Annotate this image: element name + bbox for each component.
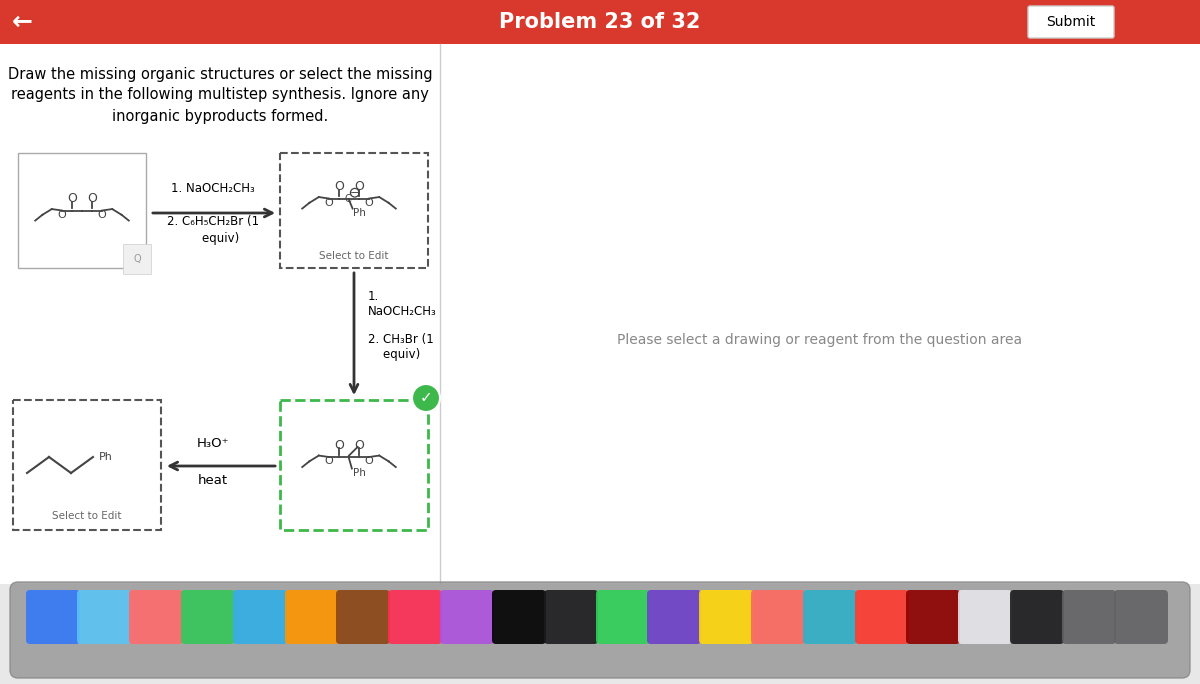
FancyBboxPatch shape — [958, 590, 1012, 644]
FancyBboxPatch shape — [1114, 590, 1168, 644]
FancyBboxPatch shape — [854, 590, 910, 644]
Text: 1.: 1. — [368, 290, 379, 303]
Text: Submit: Submit — [1046, 15, 1096, 29]
Text: heat: heat — [198, 474, 228, 487]
FancyBboxPatch shape — [13, 400, 161, 530]
Text: NaOCH₂CH₃: NaOCH₂CH₃ — [368, 305, 437, 318]
Text: ✓: ✓ — [420, 391, 432, 406]
Bar — [0, 44, 440, 584]
Text: Q: Q — [133, 254, 140, 264]
Text: Draw the missing organic structures or select the missing
reagents in the follow: Draw the missing organic structures or s… — [7, 66, 432, 124]
FancyBboxPatch shape — [596, 590, 650, 644]
FancyBboxPatch shape — [544, 590, 598, 644]
Text: Problem 23 of 32: Problem 23 of 32 — [499, 12, 701, 32]
Text: O: O — [324, 198, 334, 208]
FancyBboxPatch shape — [440, 590, 494, 644]
FancyBboxPatch shape — [1028, 6, 1114, 38]
Text: ←: ← — [12, 10, 32, 34]
Text: O: O — [354, 439, 364, 452]
FancyBboxPatch shape — [1062, 590, 1116, 644]
FancyBboxPatch shape — [26, 590, 80, 644]
FancyBboxPatch shape — [286, 590, 340, 644]
Bar — [0, 584, 1200, 684]
FancyBboxPatch shape — [18, 153, 146, 268]
Text: Ph: Ph — [353, 468, 366, 478]
FancyBboxPatch shape — [803, 590, 857, 644]
Bar — [440, 44, 1200, 584]
Text: O: O — [354, 181, 364, 194]
FancyBboxPatch shape — [181, 590, 235, 644]
FancyBboxPatch shape — [906, 590, 960, 644]
Bar — [0, 0, 1200, 44]
Text: 2. CH₃Br (1: 2. CH₃Br (1 — [368, 333, 433, 346]
Text: O: O — [334, 439, 344, 452]
FancyBboxPatch shape — [280, 153, 428, 268]
Text: equiv): equiv) — [187, 232, 239, 245]
FancyBboxPatch shape — [751, 590, 805, 644]
FancyBboxPatch shape — [77, 590, 131, 644]
Text: O: O — [334, 181, 344, 194]
Text: O: O — [67, 192, 77, 205]
FancyBboxPatch shape — [647, 590, 701, 644]
Text: O: O — [97, 210, 107, 220]
Text: 1. NaOCH₂CH₃: 1. NaOCH₂CH₃ — [172, 182, 254, 195]
Text: O: O — [324, 456, 334, 466]
Text: O: O — [365, 456, 373, 466]
FancyBboxPatch shape — [280, 400, 428, 530]
Text: O: O — [88, 192, 97, 205]
Text: Please select a drawing or reagent from the question area: Please select a drawing or reagent from … — [618, 333, 1022, 347]
Text: 2. C₆H₅CH₂Br (1: 2. C₆H₅CH₂Br (1 — [167, 215, 259, 228]
Text: Select to Edit: Select to Edit — [53, 511, 121, 521]
Circle shape — [412, 384, 440, 412]
FancyBboxPatch shape — [130, 590, 182, 644]
FancyBboxPatch shape — [233, 590, 287, 644]
FancyBboxPatch shape — [1010, 590, 1064, 644]
Text: Ph: Ph — [98, 452, 113, 462]
Text: H₃O⁺: H₃O⁺ — [197, 437, 229, 450]
FancyBboxPatch shape — [698, 590, 754, 644]
Text: −: − — [350, 187, 360, 198]
FancyBboxPatch shape — [492, 590, 546, 644]
Text: equiv): equiv) — [368, 348, 420, 361]
Text: O: O — [365, 198, 373, 208]
Text: C: C — [344, 194, 352, 205]
Text: Ph: Ph — [353, 208, 366, 218]
FancyBboxPatch shape — [336, 590, 390, 644]
Text: O: O — [58, 210, 66, 220]
FancyBboxPatch shape — [10, 582, 1190, 678]
FancyBboxPatch shape — [388, 590, 442, 644]
Text: Select to Edit: Select to Edit — [319, 251, 389, 261]
